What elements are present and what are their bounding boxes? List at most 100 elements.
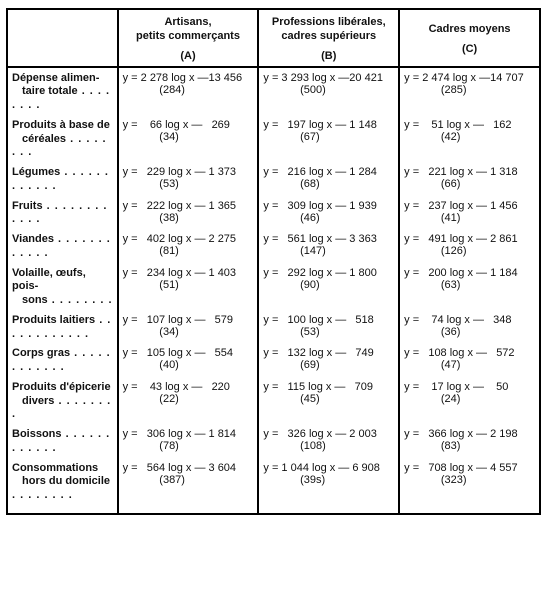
equation: y = 234 log x — 1 403 (123, 267, 254, 279)
equation: y = 17 log x — 50 (404, 381, 535, 393)
row-label: Boissons (7, 424, 118, 458)
std-error: (53) (123, 178, 254, 190)
std-error: (108) (263, 440, 394, 452)
cell-c: y = 200 log x — 1 184 (63) (399, 263, 540, 310)
equation: y = 237 log x — 1 456 (404, 200, 535, 212)
std-error: (40) (123, 359, 254, 371)
cell-b: y = 115 log x — 709 (45) (258, 377, 399, 424)
std-error: (78) (123, 440, 254, 452)
header-row: Artisans, petits commerçants (A) Profess… (7, 9, 540, 67)
std-error: (63) (404, 279, 535, 291)
equation: y = 1 044 log x — 6 908 (263, 462, 394, 474)
std-error: (126) (404, 245, 535, 257)
row-label: Corps gras (7, 343, 118, 377)
std-error: (51) (123, 279, 254, 291)
std-error: (24) (404, 393, 535, 405)
std-error: (41) (404, 212, 535, 224)
regression-table: Artisans, petits commerçants (A) Profess… (6, 8, 541, 515)
row-label: Produits laitiers (7, 310, 118, 344)
equation: y = 132 log x — 749 (263, 347, 394, 359)
row-label-line2: céréales (12, 133, 113, 161)
equation: y = 115 log x — 709 (263, 381, 394, 393)
table-row: Corps grasy = 105 log x — 554 (40)y = 13… (7, 343, 540, 377)
equation: y = 306 log x — 1 814 (123, 428, 254, 440)
std-error: (47) (404, 359, 535, 371)
header-col-c: Cadres moyens (C) (399, 9, 540, 67)
equation: y = 229 log x — 1 373 (123, 166, 254, 178)
header-b-mark: (B) (263, 50, 394, 62)
std-error: (46) (263, 212, 394, 224)
equation: y = 366 log x — 2 198 (404, 428, 535, 440)
row-label-line1: Volaille, œufs, pois- (12, 267, 113, 295)
row-label-line1: Corps gras (12, 347, 113, 375)
header-a-mark: (A) (123, 50, 254, 62)
row-label-line1: Légumes (12, 166, 113, 194)
equation: y = 2 474 log x —14 707 (404, 72, 535, 84)
cell-c: y = 17 log x — 50 (24) (399, 377, 540, 424)
std-error: (66) (404, 178, 535, 190)
cell-a: y = 105 log x — 554 (40) (118, 343, 259, 377)
row-label-line2: hors du domicile (12, 475, 113, 503)
cell-a: y = 43 log x — 220 (22) (118, 377, 259, 424)
header-c-mark: (C) (404, 43, 535, 55)
cell-a: y = 306 log x — 1 814 (78) (118, 424, 259, 458)
table-row: Volaille, œufs, pois-sons y = 234 log x —… (7, 263, 540, 310)
equation: y = 561 log x — 3 363 (263, 233, 394, 245)
row-label: Fruits (7, 196, 118, 230)
equation: y = 43 log x — 220 (123, 381, 254, 393)
equation: y = 564 log x — 3 604 (123, 462, 254, 474)
std-error: (387) (123, 474, 254, 486)
header-b-line2: cadres supérieurs (263, 30, 394, 44)
cell-b: y = 3 293 log x —20 421 (500) (258, 67, 399, 115)
equation: y = 2 278 log x —13 456 (123, 72, 254, 84)
cell-b: y = 326 log x — 2 003 (108) (258, 424, 399, 458)
cell-b: y = 100 log x — 518 (53) (258, 310, 399, 344)
table-row: Boissonsy = 306 log x — 1 814 (78)y = 32… (7, 424, 540, 458)
cell-b: y = 132 log x — 749 (69) (258, 343, 399, 377)
table-row: Fruitsy = 222 log x — 1 365 (38)y = 309 … (7, 196, 540, 230)
header-col-b: Professions libérales, cadres supérieurs… (258, 9, 399, 67)
cell-a: y = 402 log x — 2 275 (81) (118, 229, 259, 263)
row-label-line1: Produits laitiers (12, 314, 113, 342)
std-error: (68) (263, 178, 394, 190)
equation: y = 222 log x — 1 365 (123, 200, 254, 212)
table-row: Produits d'épiceriediversy = 43 log x — … (7, 377, 540, 424)
std-error: (90) (263, 279, 394, 291)
cell-b: y = 1 044 log x — 6 908 (39s) (258, 458, 399, 514)
row-label-line1: Produits d'épicerie (12, 381, 113, 395)
table-row: Produits à base decéréalesy = 66 log x —… (7, 115, 540, 162)
row-label-line1: Boissons (12, 428, 113, 456)
row-label-line1: Fruits (12, 200, 113, 228)
cell-a: y = 564 log x — 3 604 (387) (118, 458, 259, 514)
equation: y = 221 log x — 1 318 (404, 166, 535, 178)
row-label: Volaille, œufs, pois-sons (7, 263, 118, 310)
cell-b: y = 292 log x — 1 800 (90) (258, 263, 399, 310)
equation: y = 3 293 log x —20 421 (263, 72, 394, 84)
equation: y = 107 log x — 579 (123, 314, 254, 326)
cell-a: y = 2 278 log x —13 456 (284) (118, 67, 259, 115)
equation: y = 100 log x — 518 (263, 314, 394, 326)
equation: y = 74 log x — 348 (404, 314, 535, 326)
cell-a: y = 222 log x — 1 365 (38) (118, 196, 259, 230)
std-error: (34) (123, 326, 254, 338)
cell-c: y = 221 log x — 1 318 (66) (399, 162, 540, 196)
header-b-line1: Professions libérales, (263, 16, 394, 30)
equation: y = 326 log x — 2 003 (263, 428, 394, 440)
header-col-a: Artisans, petits commerçants (A) (118, 9, 259, 67)
table-row: Consommationshors du domiciley = 564 log… (7, 458, 540, 514)
row-label-line2: taire totale (12, 85, 113, 113)
equation: y = 708 log x — 4 557 (404, 462, 535, 474)
cell-b: y = 309 log x — 1 939 (46) (258, 196, 399, 230)
row-label: Dépense alimen-taire totale (7, 67, 118, 115)
row-label: Consommationshors du domicile (7, 458, 118, 514)
cell-c: y = 366 log x — 2 198 (83) (399, 424, 540, 458)
row-label-line2: sons (12, 294, 113, 308)
table-row: Produits laitiers y = 107 log x — 579 (34… (7, 310, 540, 344)
row-label-line1: Produits à base de (12, 119, 113, 133)
cell-c: y = 2 474 log x —14 707 (285) (399, 67, 540, 115)
std-error: (69) (263, 359, 394, 371)
table-row: Viandesy = 402 log x — 2 275 (81) y = 561… (7, 229, 540, 263)
row-label-line1: Viandes (12, 233, 113, 261)
std-error: (38) (123, 212, 254, 224)
std-error: (42) (404, 131, 535, 143)
